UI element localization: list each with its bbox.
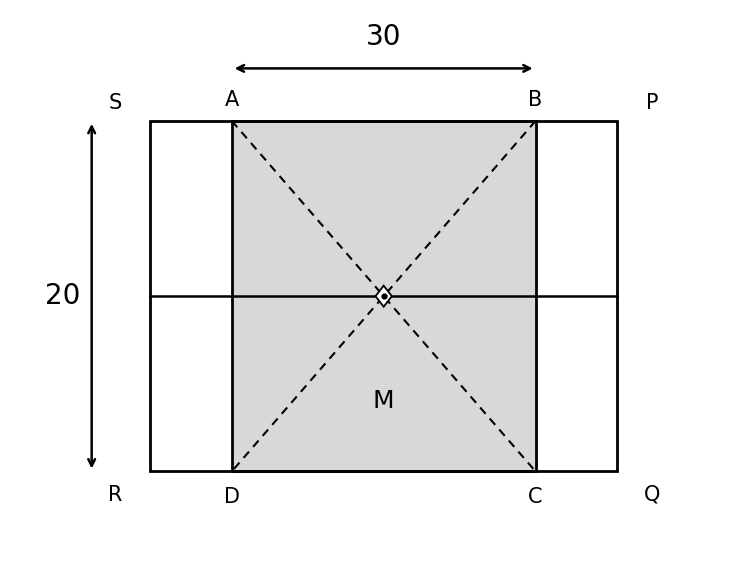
Text: S: S — [109, 93, 122, 113]
Text: R: R — [108, 485, 122, 505]
Text: 30: 30 — [366, 23, 402, 51]
Text: A: A — [225, 90, 239, 110]
Polygon shape — [232, 121, 536, 471]
Polygon shape — [376, 286, 392, 307]
Text: P: P — [646, 93, 658, 113]
Text: M: M — [373, 389, 394, 413]
Bar — [150, 121, 618, 471]
Text: D: D — [224, 487, 240, 507]
Text: C: C — [528, 487, 543, 507]
Text: 20: 20 — [45, 282, 80, 310]
Text: Q: Q — [644, 485, 661, 505]
Text: B: B — [528, 90, 542, 110]
